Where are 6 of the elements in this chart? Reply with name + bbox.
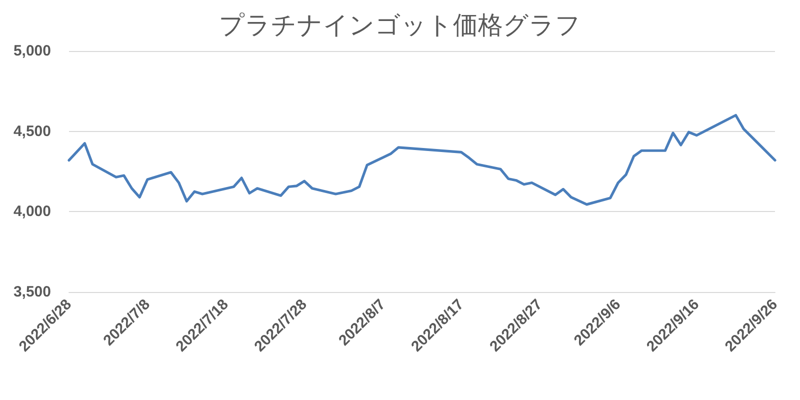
line-series <box>68 114 776 206</box>
chart-title: プラチナインゴット価格グラフ <box>219 12 581 40</box>
y-tick-label: 3,500 <box>13 284 51 300</box>
y-tick-label: 4,000 <box>13 203 51 220</box>
y-tick-label: 4,500 <box>13 122 51 140</box>
y-tick-label: 5,000 <box>13 42 51 60</box>
